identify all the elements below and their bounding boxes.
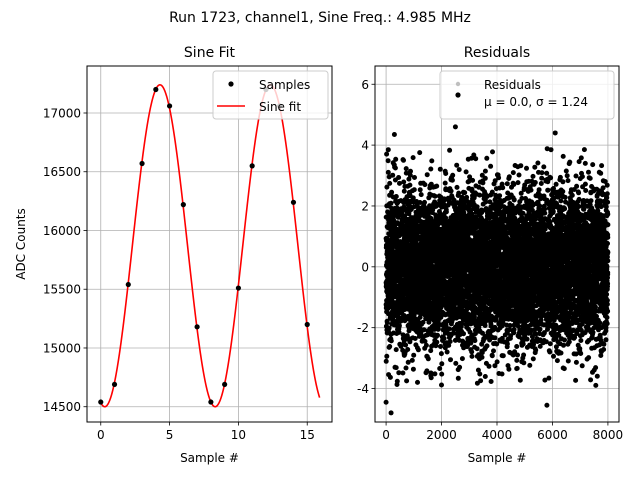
sample-point — [222, 381, 228, 388]
legend-samples-marker — [228, 81, 234, 87]
sine-fit-title: Sine Fit — [184, 45, 236, 61]
x-tick-label: 2000 — [426, 428, 457, 442]
sample-point — [139, 160, 145, 167]
sample-point — [98, 399, 104, 405]
residual-outlier-point — [452, 124, 458, 130]
sample-point — [208, 399, 214, 405]
x-tick-label: 4000 — [482, 428, 513, 442]
residual-points — [383, 146, 611, 388]
sine-fit-ticks: 0 5 10 15 14500 15000 15500 16000 16500 17000 — [43, 106, 315, 442]
legend-residuals-marker — [455, 81, 461, 87]
residuals-frame — [374, 65, 620, 423]
sample-point — [194, 324, 200, 330]
y-tick-label: 6 — [361, 78, 369, 92]
sine-fit-axes: Sine Fit Sample # ADC Counts 0 5 10 15 14500… — [14, 45, 333, 465]
y-tick-label: -4 — [357, 382, 369, 396]
x-tick-label: 8000 — [593, 428, 624, 442]
residual-outlier-point — [552, 130, 558, 136]
residuals-ticks: 0 2000 4000 6000 8000 -4 -2 0 2 4 6 — [357, 78, 623, 442]
y-tick-label: 16500 — [43, 165, 81, 179]
sample-point — [111, 381, 118, 388]
x-tick-label: 15 — [300, 428, 315, 442]
y-tick-label: 4 — [361, 139, 369, 153]
sine-fit-frame — [86, 65, 333, 423]
sine-fit-legend: Samples Sine fit — [212, 70, 329, 120]
sine-fit-plot-area — [98, 83, 321, 408]
sample-point — [235, 285, 242, 291]
residuals-axes: Residuals Sample # 0 2000 4000 6000 8000 -4 -2… — [357, 45, 623, 465]
sample-point — [166, 103, 173, 109]
legend-stats-marker — [455, 92, 461, 98]
residuals-title: Residuals — [464, 45, 530, 61]
x-tick-label: 6000 — [537, 428, 568, 442]
sample-point — [290, 199, 297, 205]
legend-stats-label: μ = 0.0, σ = 1.24 — [484, 95, 588, 109]
sine-fit-ylabel: ADC Counts — [14, 208, 28, 280]
x-tick-label: 10 — [231, 428, 246, 442]
x-tick-label: 5 — [166, 428, 174, 442]
y-tick-label: -2 — [357, 321, 369, 335]
residual-outlier-point — [383, 399, 389, 405]
y-tick-label: 0 — [361, 260, 369, 274]
residuals-xlabel: Sample # — [468, 451, 527, 465]
residuals-legend: Residuals μ = 0.0, σ = 1.24 — [439, 70, 615, 120]
x-tick-label: 0 — [97, 428, 105, 442]
legend-sine-fit-label: Sine fit — [259, 100, 301, 114]
residuals-plot-area — [383, 124, 611, 416]
sine-fit-line — [100, 83, 321, 408]
y-tick-label: 16000 — [43, 224, 81, 238]
residual-outlier-point — [388, 410, 394, 416]
residual-outlier-point — [544, 402, 550, 408]
y-tick-label: 15000 — [43, 341, 81, 355]
x-tick-label: 0 — [382, 428, 390, 442]
legend-residuals-label: Residuals — [484, 78, 541, 92]
sine-fit-legend-box — [212, 70, 329, 120]
residuals-legend-box — [439, 70, 615, 120]
y-tick-label: 17000 — [43, 106, 81, 120]
sample-point — [249, 163, 255, 169]
sample-point — [180, 202, 186, 208]
y-tick-label: 14500 — [43, 400, 81, 414]
y-tick-label: 2 — [361, 199, 369, 213]
figure-suptitle: Run 1723, channel1, Sine Freq.: 4.985 MH… — [169, 10, 471, 26]
sine-fit-xlabel: Sample # — [180, 451, 239, 465]
sample-point — [125, 281, 131, 288]
residual-outlier-point — [391, 131, 397, 137]
sample-point — [153, 86, 159, 93]
legend-samples-label: Samples — [259, 78, 310, 92]
sample-point — [304, 321, 310, 328]
y-tick-label: 15500 — [43, 283, 81, 297]
